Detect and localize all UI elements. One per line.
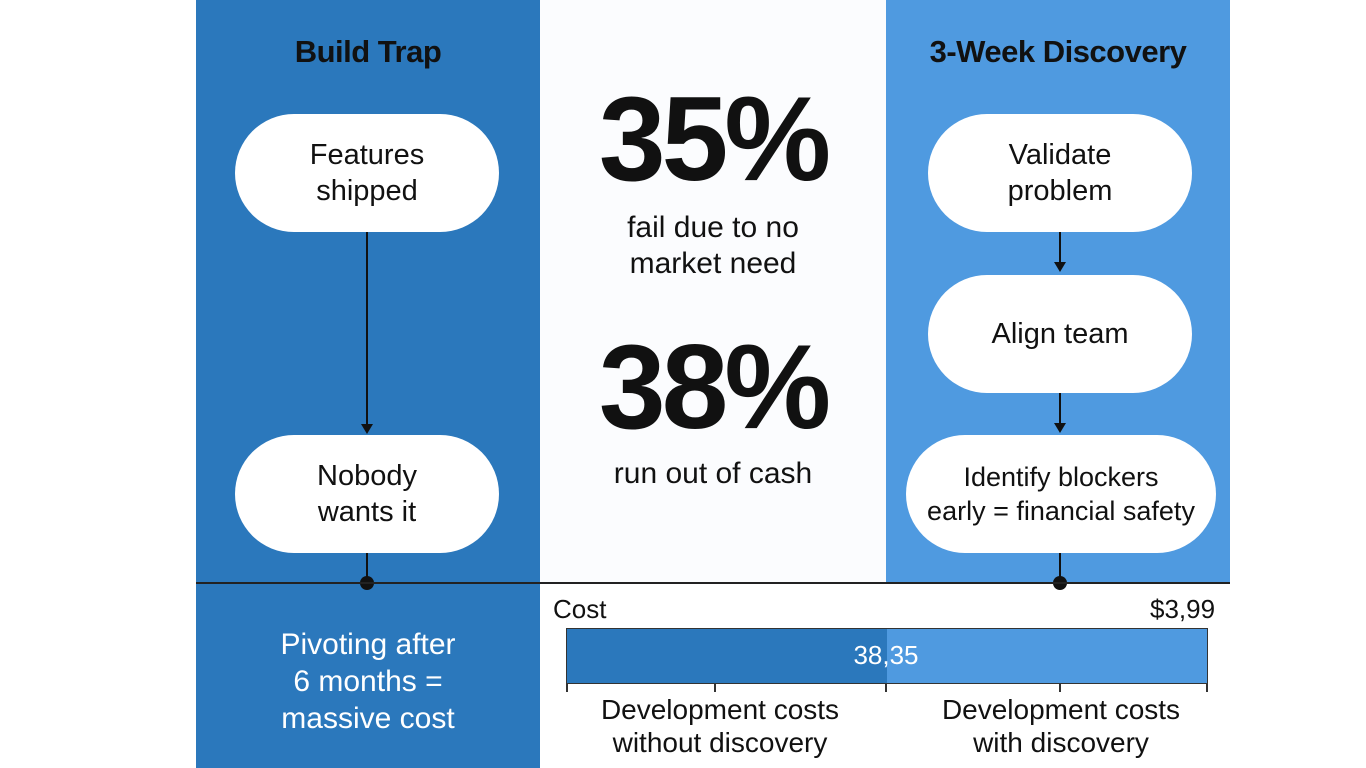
- stat-value: 38%: [598, 320, 831, 454]
- step-align-team: Align team: [928, 275, 1192, 393]
- step-features-shipped: Features shipped: [235, 114, 499, 232]
- cost-bar-value: 38,35: [853, 640, 919, 670]
- connector-line: [1059, 553, 1061, 583]
- stats-panel: [540, 0, 886, 583]
- step-nobody-wants-it: Nobody wants it: [235, 435, 499, 553]
- connector-line: [1059, 232, 1061, 262]
- arrow-down-icon: [1054, 423, 1066, 433]
- stat-label: fail due to no market need: [627, 211, 799, 280]
- category-with-discovery: Development costs with discovery: [941, 694, 1181, 758]
- discovery-title: 3-Week Discovery: [929, 34, 1187, 69]
- build-trap-title: Build Trap: [294, 34, 442, 69]
- connector-line: [366, 553, 368, 583]
- axis-tick: [1206, 684, 1208, 692]
- cost-bar-without-discovery: [567, 629, 887, 683]
- step-validate-problem: Validate problem: [928, 114, 1192, 232]
- axis-tick: [1059, 684, 1061, 692]
- arrow-down-icon: [361, 424, 373, 434]
- cost-max-label: $3,99: [1150, 594, 1216, 624]
- connector-line: [366, 232, 368, 424]
- axis-tick: [714, 684, 716, 692]
- stat-label: run out of cash: [613, 457, 813, 490]
- axis-tick: [885, 684, 887, 692]
- step-identify-blockers: Identify blockers early = financial safe…: [906, 435, 1216, 553]
- timeline-divider: [196, 582, 1230, 584]
- stat-value: 35%: [598, 72, 831, 206]
- category-without-discovery: Development costs without discovery: [600, 694, 840, 758]
- pivot-outcome: Pivoting after 6 months = massive cost: [280, 628, 456, 735]
- connector-line: [1059, 393, 1061, 423]
- arrow-down-icon: [1054, 262, 1066, 272]
- cost-label: Cost: [553, 594, 607, 624]
- axis-tick: [566, 684, 568, 692]
- cost-bar: [566, 628, 1208, 684]
